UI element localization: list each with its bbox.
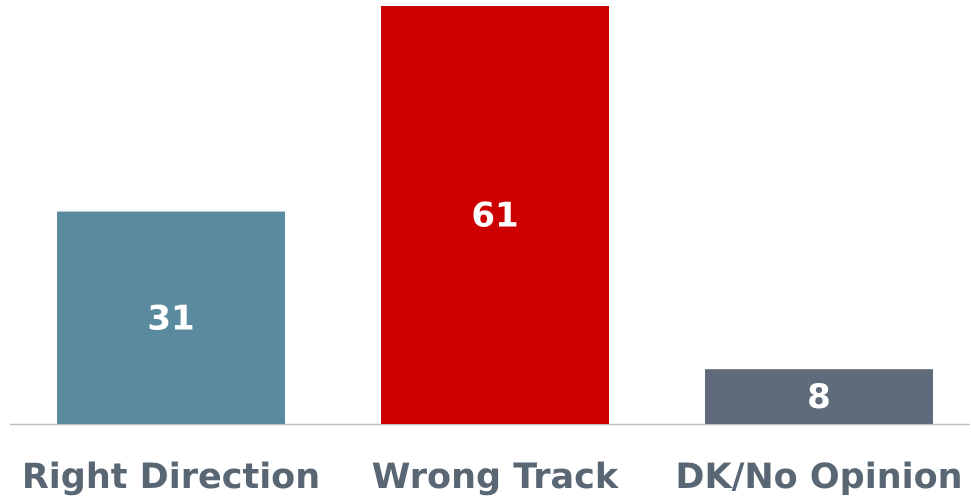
bar — [57, 211, 285, 424]
bar — [381, 6, 609, 424]
x-tick-label: DK/No Opinion — [675, 457, 962, 497]
value-label: 31 — [147, 298, 194, 338]
x-tick-label: Right Direction — [22, 457, 320, 497]
bar — [705, 369, 933, 424]
value-label: 61 — [471, 196, 518, 236]
x-tick-label: Wrong Track — [372, 457, 619, 497]
value-label: 8 — [807, 377, 831, 417]
